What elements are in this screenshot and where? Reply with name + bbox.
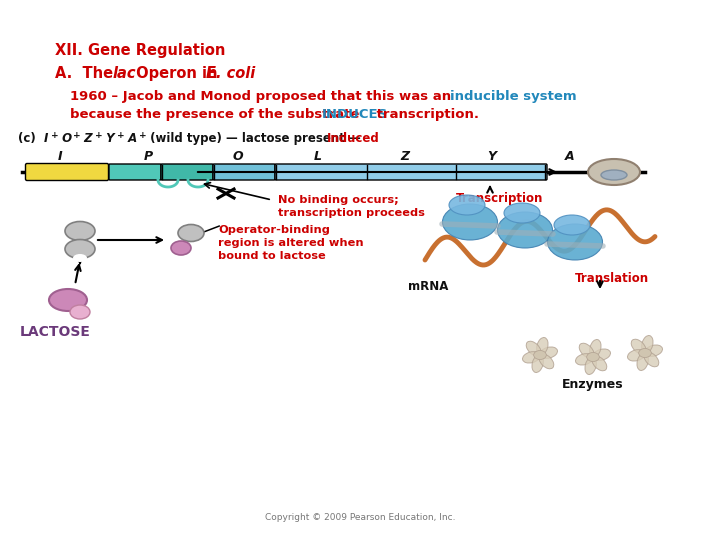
FancyBboxPatch shape [25,164,109,180]
Ellipse shape [587,353,599,361]
Text: I: I [58,150,63,163]
Ellipse shape [575,354,593,365]
Text: O: O [58,132,73,145]
Ellipse shape [639,348,652,357]
Ellipse shape [590,340,601,357]
FancyBboxPatch shape [275,164,547,180]
Text: E. coli: E. coli [206,66,256,81]
Ellipse shape [534,350,546,360]
Ellipse shape [70,305,90,319]
Ellipse shape [532,355,544,373]
Text: Y: Y [487,150,497,163]
Ellipse shape [65,240,95,259]
FancyBboxPatch shape [161,164,213,180]
Text: +: + [117,131,125,140]
Text: LACTOSE: LACTOSE [20,325,91,339]
Text: inducible system: inducible system [450,90,577,103]
Text: O: O [233,150,243,163]
Ellipse shape [592,356,607,371]
Text: (wild type) — lactose present —: (wild type) — lactose present — [146,132,365,145]
Text: No binding occurs;
transcription proceeds: No binding occurs; transcription proceed… [278,195,425,218]
Ellipse shape [49,289,87,311]
Ellipse shape [631,339,646,354]
Text: because the presence of the substrate: because the presence of the substrate [70,108,364,121]
Ellipse shape [539,354,554,369]
Text: Induced: Induced [326,132,379,145]
FancyBboxPatch shape [109,164,161,180]
Ellipse shape [644,352,659,367]
Text: P: P [143,150,153,163]
Text: Transcription: Transcription [456,192,544,205]
Ellipse shape [593,349,611,360]
Ellipse shape [554,215,590,235]
Text: 1960 – Jacob and Monod proposed that this was an: 1960 – Jacob and Monod proposed that thi… [70,90,456,103]
Ellipse shape [536,338,548,355]
Ellipse shape [628,349,645,361]
Text: (c): (c) [18,132,40,145]
Ellipse shape [504,203,540,223]
Text: A: A [125,132,138,145]
Ellipse shape [642,335,653,353]
Text: XII. Gene Regulation: XII. Gene Regulation [55,43,225,58]
Text: Y: Y [102,132,115,145]
Ellipse shape [637,353,649,370]
Ellipse shape [645,345,662,356]
Text: +: + [52,131,59,140]
Ellipse shape [443,204,498,240]
Text: lac: lac [113,66,137,81]
Text: Operon in: Operon in [131,66,222,81]
Ellipse shape [73,254,87,262]
Text: Z: Z [81,132,93,145]
Ellipse shape [498,212,552,248]
Text: INDUCES: INDUCES [322,108,388,121]
Ellipse shape [523,352,540,363]
Text: transcription.: transcription. [372,108,479,121]
Ellipse shape [547,224,603,260]
Text: I: I [44,132,48,145]
Text: +: + [140,131,147,140]
Text: Enzymes: Enzymes [562,378,624,391]
Text: +: + [96,131,103,140]
Text: Z: Z [400,150,410,163]
Text: A.  The: A. The [55,66,118,81]
Text: +: + [73,131,81,140]
Ellipse shape [171,241,191,255]
Ellipse shape [449,195,485,215]
Ellipse shape [178,225,204,241]
Text: mRNA: mRNA [408,280,449,293]
Ellipse shape [65,221,95,240]
Ellipse shape [579,343,594,358]
Text: Operator-binding
region is altered when
bound to lactose: Operator-binding region is altered when … [218,225,364,261]
Ellipse shape [588,159,640,185]
Ellipse shape [540,347,557,359]
Text: Copyright © 2009 Pearson Education, Inc.: Copyright © 2009 Pearson Education, Inc. [265,513,455,522]
Text: Translation: Translation [575,272,649,285]
FancyBboxPatch shape [213,164,275,180]
Ellipse shape [601,170,627,180]
Text: A: A [565,150,575,163]
Text: L: L [314,150,322,163]
Ellipse shape [585,357,596,375]
Ellipse shape [526,341,541,356]
